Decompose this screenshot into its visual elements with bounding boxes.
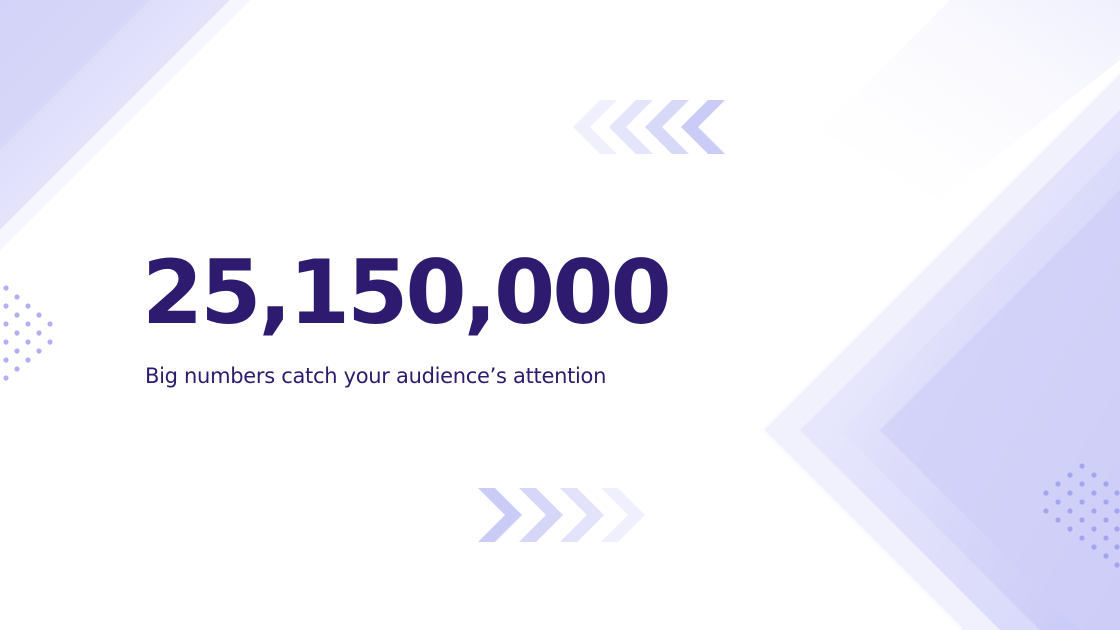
dot-grid-left [3, 285, 53, 381]
top-left-shape [0, 0, 250, 250]
top-right-shape [820, 0, 1120, 200]
chevrons-left-icon [573, 100, 725, 154]
big-number-headline: 25,150,000 [142, 241, 672, 344]
chevrons-right-icon [478, 488, 645, 542]
dot-grid-right [1043, 463, 1120, 568]
bottom-right-shape [757, 67, 1120, 630]
subtitle-text: Big numbers catch your audience’s attent… [145, 364, 607, 388]
